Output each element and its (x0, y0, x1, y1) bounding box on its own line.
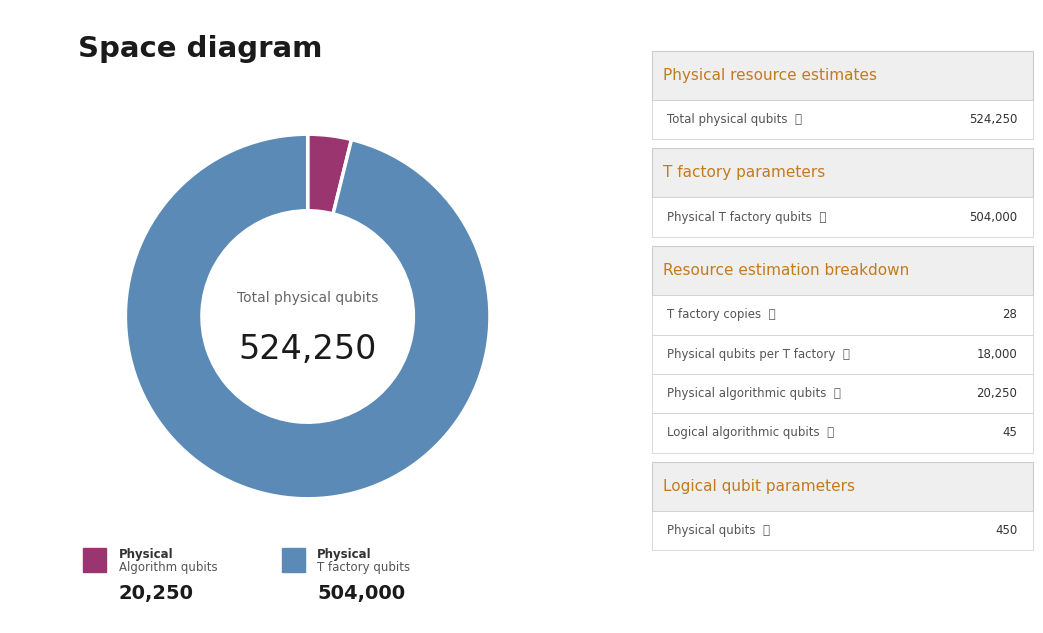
FancyBboxPatch shape (652, 246, 1033, 295)
Text: 504,000: 504,000 (969, 211, 1017, 223)
Text: Logical qubit parameters: Logical qubit parameters (663, 479, 855, 494)
FancyBboxPatch shape (652, 335, 1033, 374)
Text: Resource estimation breakdown: Resource estimation breakdown (663, 263, 909, 279)
Text: T factory parameters: T factory parameters (663, 165, 826, 180)
FancyBboxPatch shape (652, 149, 1033, 197)
Text: T factory qubits: T factory qubits (317, 561, 410, 575)
Text: Physical qubits  ⓘ: Physical qubits ⓘ (668, 524, 770, 537)
Text: Space diagram: Space diagram (78, 35, 322, 63)
Text: Physical algorithmic qubits  ⓘ: Physical algorithmic qubits ⓘ (668, 387, 841, 400)
FancyBboxPatch shape (652, 295, 1033, 335)
FancyBboxPatch shape (652, 413, 1033, 453)
Text: 28: 28 (1002, 308, 1017, 322)
Text: 524,250: 524,250 (239, 333, 377, 366)
Text: Logical algorithmic qubits  ⓘ: Logical algorithmic qubits ⓘ (668, 427, 834, 439)
FancyBboxPatch shape (652, 51, 1033, 99)
Text: Physical: Physical (317, 548, 371, 561)
Text: T factory copies  ⓘ: T factory copies ⓘ (668, 308, 776, 322)
FancyBboxPatch shape (652, 511, 1033, 551)
Text: Physical resource estimates: Physical resource estimates (663, 68, 877, 82)
Text: 45: 45 (1002, 427, 1017, 439)
Text: 524,250: 524,250 (969, 113, 1017, 126)
FancyBboxPatch shape (652, 462, 1033, 511)
Text: 18,000: 18,000 (976, 348, 1017, 361)
Text: Algorithm qubits: Algorithm qubits (119, 561, 218, 575)
FancyBboxPatch shape (652, 374, 1033, 413)
Text: Physical qubits per T factory  ⓘ: Physical qubits per T factory ⓘ (668, 348, 850, 361)
Text: Total physical qubits: Total physical qubits (237, 291, 379, 305)
Wedge shape (125, 134, 490, 499)
Text: Total physical qubits  ⓘ: Total physical qubits ⓘ (668, 113, 802, 126)
Text: Physical: Physical (119, 548, 173, 561)
Text: Physical T factory qubits  ⓘ: Physical T factory qubits ⓘ (668, 211, 826, 223)
FancyBboxPatch shape (652, 197, 1033, 237)
Text: 450: 450 (995, 524, 1017, 537)
Text: 504,000: 504,000 (317, 584, 405, 603)
Wedge shape (308, 134, 351, 214)
Text: 20,250: 20,250 (119, 584, 194, 603)
FancyBboxPatch shape (652, 99, 1033, 139)
Text: 20,250: 20,250 (976, 387, 1017, 400)
